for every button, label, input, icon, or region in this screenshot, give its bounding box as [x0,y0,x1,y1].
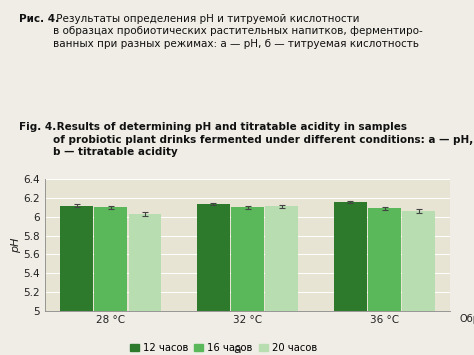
Bar [94,207,127,311]
Bar [128,214,162,311]
Bar [60,206,93,311]
Text: Results of determining pH and titratable acidity in samples
of probiotic plant d: Results of determining pH and titratable… [53,122,474,158]
Legend: 12 часов, 16 часов, 20 часов: 12 часов, 16 часов, 20 часов [126,339,321,355]
Bar [402,211,435,311]
Text: а: а [233,343,241,355]
Bar [231,207,264,311]
Text: Образцы: Образцы [460,315,474,324]
Bar [265,207,298,311]
Text: Fig. 4.: Fig. 4. [19,122,56,132]
Bar [368,208,401,311]
Text: Рис. 4.: Рис. 4. [19,13,59,23]
Text: Результаты определения pH и титруемой кислотности
в образцах пробиотических раст: Результаты определения pH и титруемой ки… [53,13,423,49]
Bar [334,202,367,311]
Y-axis label: pH: pH [11,237,21,253]
Bar [197,204,230,311]
